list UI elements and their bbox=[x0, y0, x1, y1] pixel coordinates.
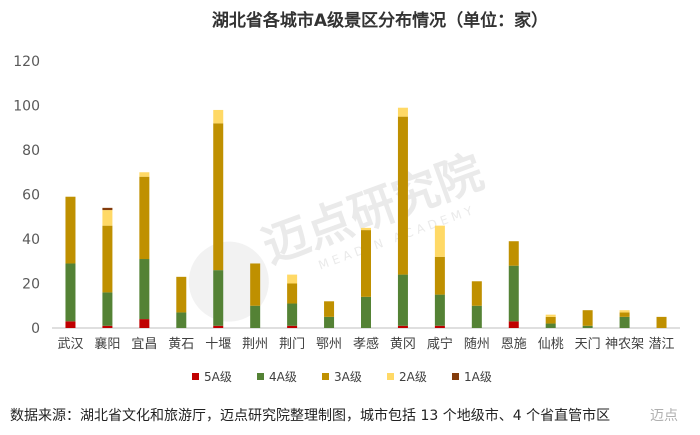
bar-segment bbox=[287, 325, 298, 328]
bar-segment bbox=[471, 305, 482, 328]
x-tick-label: 神农架 bbox=[605, 337, 644, 352]
legend: 5A级 4A级 3A级 2A级 1A级 bbox=[192, 370, 492, 384]
x-tick-label: 荆门 bbox=[279, 336, 305, 352]
x-tick-label: 武汉 bbox=[57, 337, 83, 352]
legend-label: 2A级 bbox=[399, 370, 427, 384]
x-tick-label: 孝感 bbox=[353, 336, 379, 352]
bar-segment bbox=[287, 283, 298, 304]
source-note: 数据来源：湖北省文化和旅游厅，迈点研究院整理制图，城市包括 13 个地级市、4 … bbox=[10, 407, 610, 424]
bar-segment bbox=[213, 109, 224, 124]
x-tick-label: 咸宁 bbox=[427, 336, 453, 352]
bar-segment bbox=[139, 172, 150, 177]
bar-segment bbox=[65, 321, 76, 328]
legend-swatch bbox=[257, 373, 264, 380]
legend-label: 1A级 bbox=[464, 370, 492, 384]
bar-segment bbox=[397, 274, 408, 326]
x-tick-label: 恩施 bbox=[501, 337, 527, 352]
y-tick-label: 100 bbox=[13, 99, 40, 115]
bar-segment bbox=[434, 256, 445, 295]
bar-segment bbox=[176, 312, 187, 328]
bar-segment bbox=[213, 123, 224, 271]
y-tick-label: 80 bbox=[22, 143, 40, 159]
bar-segment bbox=[508, 321, 519, 328]
bar-segment bbox=[287, 274, 298, 284]
bar-segment bbox=[361, 230, 371, 297]
legend-label: 3A级 bbox=[334, 370, 362, 384]
bar-segment bbox=[65, 196, 76, 264]
y-axis: 0 20 40 60 80 100 120 bbox=[13, 54, 40, 337]
bar-segment bbox=[65, 263, 76, 322]
bar-segment bbox=[102, 225, 113, 293]
x-axis: 武汉 襄阳 宜昌 黄石 十堰 荆州 荆门 鄂州 孝感 黄冈 咸宁 随州 恩施 仙桃 天门 神农架 潜江 bbox=[52, 327, 680, 352]
bar-segment bbox=[213, 325, 224, 328]
bar-segment bbox=[434, 325, 445, 328]
bar-segment bbox=[324, 301, 335, 317]
bar-segment bbox=[397, 325, 408, 328]
bar-segment bbox=[102, 325, 113, 328]
y-tick-label: 120 bbox=[13, 54, 40, 70]
bar-segment bbox=[287, 303, 298, 326]
bar-segment bbox=[656, 316, 667, 328]
bar-segment bbox=[361, 227, 371, 231]
x-tick-label: 仙桃 bbox=[538, 337, 564, 352]
x-tick-label: 天门 bbox=[575, 337, 601, 352]
bar-segment bbox=[250, 263, 261, 306]
bar-segment bbox=[619, 310, 630, 313]
bar-segment bbox=[213, 270, 224, 326]
legend-swatch bbox=[322, 373, 329, 380]
x-tick-label: 随州 bbox=[464, 337, 490, 352]
watermark-logo bbox=[188, 241, 269, 322]
x-tick-label: 十堰 bbox=[205, 337, 231, 352]
y-tick-label: 60 bbox=[22, 188, 40, 204]
bar-segment bbox=[582, 325, 593, 328]
bar-segment bbox=[139, 259, 150, 320]
bar-segment bbox=[619, 316, 630, 328]
x-tick-label: 宜昌 bbox=[131, 337, 157, 352]
bar-segment bbox=[361, 296, 371, 328]
legend-swatch bbox=[387, 373, 394, 380]
bar-segment bbox=[508, 265, 519, 322]
bar-segment bbox=[139, 176, 150, 260]
bar-segment bbox=[434, 294, 445, 326]
bar-segment bbox=[545, 314, 556, 317]
bar-segment bbox=[582, 310, 593, 326]
legend-swatch bbox=[192, 373, 199, 380]
bar-segment bbox=[471, 281, 482, 306]
bar-segment bbox=[508, 241, 519, 266]
bar-segment bbox=[102, 207, 113, 211]
x-tick-label: 襄阳 bbox=[94, 336, 120, 352]
x-tick-label: 荆州 bbox=[242, 336, 268, 352]
corner-watermark: 迈点 bbox=[650, 408, 678, 424]
chart-title: 湖北省各城市A级景区分布情况（单位：家） bbox=[212, 10, 548, 31]
bar-segment bbox=[250, 305, 261, 328]
bars bbox=[65, 107, 667, 328]
bar-segment bbox=[619, 312, 630, 317]
y-tick-label: 20 bbox=[22, 277, 40, 293]
bar-segment bbox=[545, 316, 556, 324]
y-tick-label: 0 bbox=[31, 321, 40, 337]
bar-segment bbox=[139, 319, 150, 328]
bar-segment bbox=[102, 210, 113, 226]
legend-swatch bbox=[452, 373, 459, 380]
bar-segment bbox=[176, 276, 187, 313]
bar-segment bbox=[397, 116, 408, 275]
bar-segment bbox=[434, 225, 445, 257]
bar-segment bbox=[397, 107, 408, 117]
legend-label: 4A级 bbox=[269, 370, 297, 384]
x-tick-label: 潜江 bbox=[649, 337, 675, 352]
bar-segment bbox=[545, 323, 556, 328]
watermark: 迈点研究院 MEADIN ACADEMY bbox=[188, 144, 490, 322]
x-tick-label: 黄石 bbox=[168, 337, 194, 352]
x-tick-label: 黄冈 bbox=[390, 337, 416, 352]
bar-segment bbox=[324, 316, 335, 328]
x-tick-label: 鄂州 bbox=[316, 337, 342, 352]
legend-label: 5A级 bbox=[204, 370, 232, 384]
bar-segment bbox=[102, 292, 113, 326]
y-tick-label: 40 bbox=[22, 232, 40, 248]
